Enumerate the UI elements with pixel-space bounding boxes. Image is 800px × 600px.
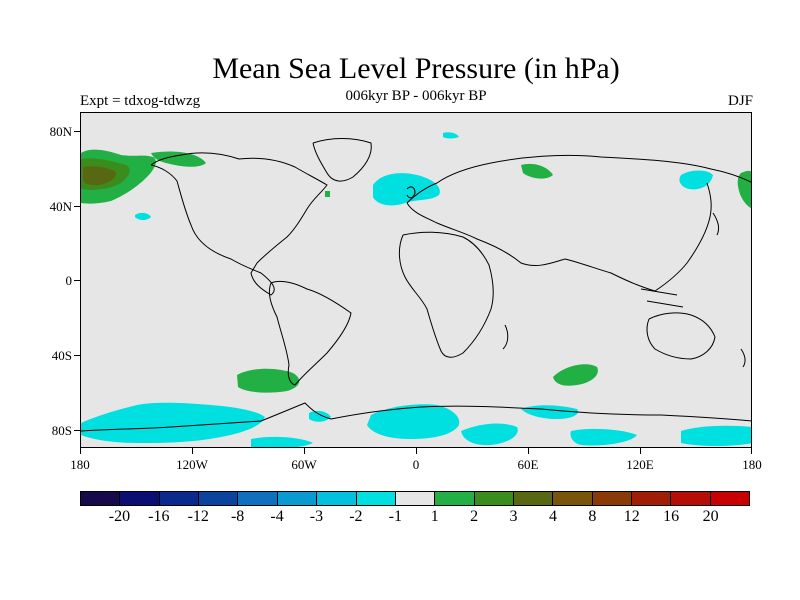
lon-tick [192, 448, 193, 454]
lat-label-80s: 80S [51, 423, 72, 438]
eurasia-coast [406, 154, 751, 292]
coastlines [81, 138, 751, 432]
lon-label-180w: 180 [70, 457, 90, 472]
madagascar-coast [502, 324, 509, 350]
colorbar-label: 16 [663, 508, 680, 525]
colorbar-label: 4 [548, 508, 557, 525]
colorbar-swatch [632, 492, 672, 505]
lat-tick [74, 280, 80, 281]
lon-tick [528, 448, 529, 454]
lat-tick [74, 355, 80, 356]
south-pacific-anomaly [237, 368, 300, 393]
season-label: DJF [727, 93, 753, 109]
canada-anomaly [151, 151, 206, 167]
lat-label-40s: 40S [51, 348, 72, 363]
colorbar [80, 491, 750, 506]
negative-anomaly-areas [81, 132, 751, 447]
green-speck-1 [325, 191, 330, 197]
colorbar-label: -20 [108, 508, 131, 525]
colorbar-label: -3 [309, 508, 324, 525]
uk-coast [406, 186, 416, 199]
antarctic-coast-anomaly [570, 428, 637, 446]
colorbar-label: -8 [230, 508, 245, 525]
colorbar-swatch [159, 492, 200, 505]
lon-tick [80, 448, 81, 454]
colorbar-label: -2 [349, 508, 363, 525]
southern-ocean-indian-anomaly [461, 423, 518, 446]
lon-tick [640, 448, 641, 454]
colorbar-swatch [710, 492, 750, 505]
colorbar-swatch [199, 492, 239, 505]
colorbar-swatch [395, 492, 436, 505]
world-map [81, 132, 751, 447]
lat-label-0: 0 [65, 273, 73, 288]
colorbar-swatch [553, 492, 593, 505]
colorbar-label: -12 [187, 508, 209, 525]
colorbar-swatch [277, 492, 318, 505]
colorbar-label: 3 [509, 508, 518, 525]
australia-coast [646, 312, 716, 360]
antarctica-coast [81, 402, 751, 432]
colorbar-swatch [592, 492, 633, 505]
japan-coast [712, 212, 720, 236]
colorbar-swatch [238, 492, 278, 505]
antarctic-edge-anomaly [251, 436, 313, 447]
north-pacific-core-anomaly [83, 166, 117, 186]
siberia-anomaly [521, 163, 553, 179]
north-pacific-small-anomaly [135, 212, 151, 220]
east-asia-anomaly [679, 170, 713, 190]
south-indian-anomaly [553, 364, 598, 386]
colorbar-swatch [81, 492, 121, 505]
colorbar-label: -16 [148, 508, 170, 525]
colorbar-swatch [356, 492, 396, 505]
experiment-label: Expt = tdxog-tdwzg [80, 93, 201, 109]
lat-tick [74, 131, 80, 132]
southern-ocean-east-anomaly [521, 405, 578, 419]
map-subtitle: 006kyr BP - 006kyr BP [345, 88, 487, 104]
colorbar-swatch [671, 492, 711, 505]
colorbar-label: 20 [702, 508, 719, 525]
lon-label-0: 0 [412, 457, 420, 472]
north-america-coast [150, 152, 328, 296]
north-atlantic-anomaly [373, 173, 440, 206]
lat-label-80n: 80N [49, 124, 72, 139]
colorbar-label: -4 [270, 508, 284, 525]
colorbar-label: 2 [470, 508, 479, 525]
colorbar-swatch [317, 492, 357, 505]
map-title: Mean Sea Level Pressure (in hPa) [212, 52, 620, 85]
lon-label-60w: 60W [291, 457, 317, 472]
africa-coast [398, 231, 494, 358]
lat-tick [74, 430, 80, 431]
lon-label-120e: 120E [626, 457, 654, 472]
colorbar-label: 8 [588, 508, 597, 525]
colorbar-label: -1 [388, 508, 402, 525]
colorbar-swatch [120, 492, 160, 505]
colorbar-label: 12 [623, 508, 640, 525]
new-zealand-coast [740, 348, 746, 368]
southern-ocean-far-east-anomaly [681, 425, 751, 446]
indonesia-coast [640, 288, 684, 308]
arctic-small-anomaly [443, 132, 459, 139]
southern-ocean-west-anomaly [81, 402, 265, 443]
greenland-coast [312, 138, 372, 182]
lon-label-60e: 60E [517, 457, 539, 472]
lon-tick [416, 448, 417, 454]
lon-tick [304, 448, 305, 454]
lon-tick [751, 448, 752, 454]
lon-label-180e: 180 [742, 457, 762, 472]
positive-anomaly-areas [81, 149, 751, 393]
map-panel [80, 112, 752, 448]
lon-label-120w: 120W [176, 457, 208, 472]
east-siberia-anomaly [737, 170, 751, 209]
colorbar-swatch [435, 492, 475, 505]
colorbar-label: 1 [430, 508, 439, 525]
southern-ocean-atlantic-anomaly [367, 404, 460, 439]
south-america-coast [268, 280, 352, 386]
colorbar-swatch [513, 492, 554, 505]
lat-label-40n: 40N [49, 199, 72, 214]
colorbar-swatch [474, 492, 514, 505]
lat-tick [74, 206, 80, 207]
southern-ocean-drake-anomaly [309, 410, 331, 422]
